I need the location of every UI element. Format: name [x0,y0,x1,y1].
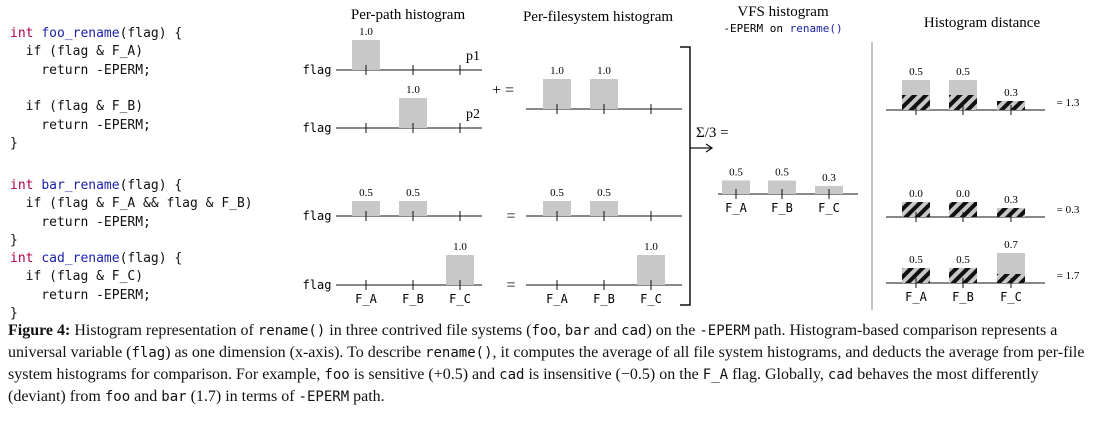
diff-bar [902,202,930,217]
path-label-p1: p1 [466,49,480,64]
summation-arrow [690,143,714,153]
figure: int foo_rename(flag) { if (flag & F_A) r… [10,4,1080,321]
op-sigma: Σ/3 = [696,125,729,141]
data-label: 0.3 [1004,194,1018,206]
bar [768,180,796,194]
tick-label: F_C [640,292,662,306]
code-line-cad: } [10,305,18,321]
tick-label: F_B [593,292,615,306]
diff-bar [949,202,977,217]
op-eq-cad: = [506,277,515,294]
data-label: 0.5 [729,167,743,179]
code-line-foo: if (flag & F_A) [10,44,144,60]
figure-caption: Figure 4: Histogram representation of re… [8,322,1085,405]
bar [722,180,750,194]
code-line-foo: } [10,135,18,151]
diff-bar [949,268,977,283]
summation-bracket [680,46,691,306]
code-line-cad: if (flag & F_C) [10,269,144,285]
data-label: 0.5 [956,66,970,78]
data-label: 0.5 [775,167,789,179]
path-label-p2: p2 [466,107,480,122]
data-label: 0.5 [909,66,923,78]
data-label: 0.5 [550,187,564,199]
caption-label: Figure 4: [8,322,71,339]
bar [543,201,571,216]
diff-bar [902,268,930,283]
data-label: 0.3 [822,172,836,184]
distance-total: = 1.3 [1057,97,1080,109]
header-per-fs: Per-filesystem histogram [523,9,673,25]
header-distance: Histogram distance [924,15,1041,31]
tick-label: F_B [402,292,424,306]
tick-label: F_B [952,290,974,304]
op-eq-bar: = [506,208,515,225]
code-line-bar: if (flag & F_A && flag & F_B) [10,196,253,212]
tick-label: F_B [771,201,793,215]
code-line-foo: int foo_rename(flag) { [10,26,183,41]
code-line-foo: return -EPERM; [10,117,151,133]
code-line-foo: return -EPERM; [10,62,151,78]
data-label: 1.0 [453,241,467,253]
diff-bar [949,95,977,110]
data-label: 1.0 [406,84,420,96]
tick-label: F_A [905,290,927,304]
bar [352,201,380,216]
bar [590,201,618,216]
bar [399,201,427,216]
tick-label: F_C [449,292,471,306]
diff-bar [902,95,930,110]
tick-label: F_C [1000,290,1022,304]
data-label: 0.5 [406,187,420,199]
data-label: 1.0 [597,65,611,77]
data-label: 1.0 [359,26,373,38]
data-label: 0.5 [359,187,373,199]
tick-label: F_A [355,292,377,306]
code-line-foo: if (flag & F_B) [10,99,144,115]
data-label: 0.0 [909,188,923,200]
tick-label: F_A [725,201,747,215]
data-label: 0.0 [956,188,970,200]
distance-total: = 0.3 [1057,204,1080,216]
data-label: 0.7 [1004,239,1018,251]
header-per-path: Per-path histogram [351,7,466,23]
data-label: 0.5 [956,254,970,266]
distance-total: = 1.7 [1057,270,1080,282]
tick-label: F_C [818,201,840,215]
code-line-cad: return -EPERM; [10,287,151,303]
header-vfs: VFS histogram [737,4,829,20]
axis-label-flag: flag [303,209,332,223]
data-label: 1.0 [550,65,564,77]
code-line-bar: int bar_rename(flag) { [10,178,183,193]
code-line-bar: } [10,232,18,248]
data-label: 0.5 [909,254,923,266]
axis-label-flag: flag [303,121,332,135]
histogram-figure: Per-path histogram Per-filesystem histog… [303,4,1080,310]
data-label: 0.3 [1004,87,1018,99]
data-label: 1.0 [644,241,658,253]
op-plus-eq: + = [492,82,514,99]
data-label: 0.5 [597,187,611,199]
code-line-cad: int cad_rename(flag) { [10,251,183,266]
code-line-bar: return -EPERM; [10,214,151,230]
header-vfs-sub: -EPERM on rename() [723,22,842,35]
axis-label-flag: flag [303,63,332,77]
tick-label: F_A [546,292,568,306]
axis-label-flag: flag [303,278,332,292]
